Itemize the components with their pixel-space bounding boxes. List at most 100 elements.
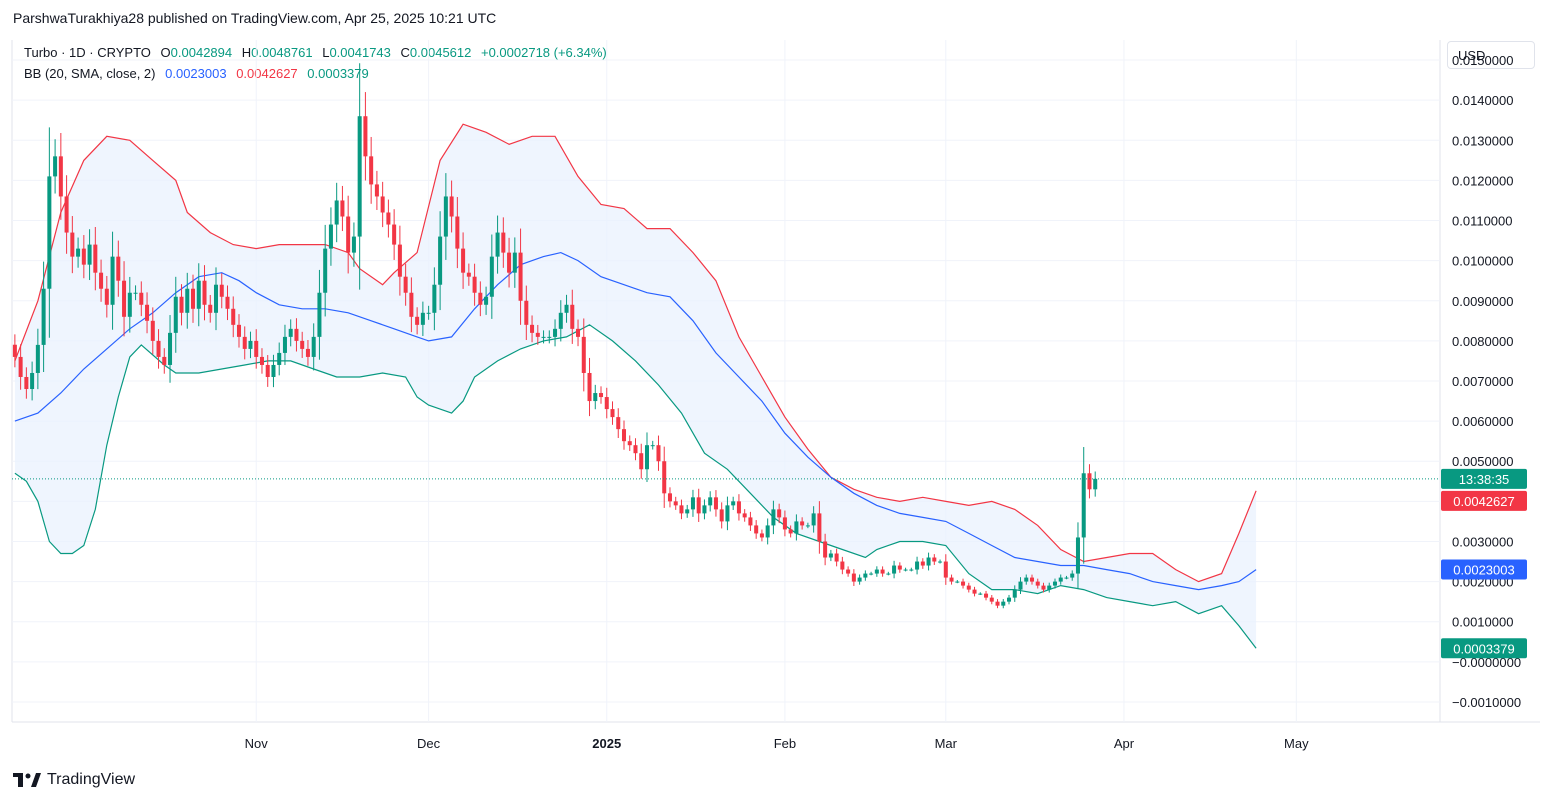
candle-body [426,312,431,314]
candle [225,285,230,321]
candle-body [99,272,104,289]
candle [708,491,713,512]
candle [702,499,707,520]
currency-button[interactable]: USD [1447,41,1535,69]
candle [191,274,196,323]
candle [346,195,351,274]
candle [587,357,592,417]
candle-body [122,280,127,317]
tradingview-logo[interactable]: TradingView [13,771,135,789]
y-tick-label: 0.0050000 [1452,454,1513,469]
symbol-label[interactable]: Turbo · 1D · CRYPTO [24,45,151,60]
candle-body [300,340,305,349]
low-label: L [322,45,330,60]
candle-body [949,577,954,582]
candle-body [696,497,701,514]
candle-body [409,292,414,317]
candle-body [828,553,833,558]
candle-body [782,517,787,530]
candle [667,487,672,508]
bollinger-upper-line [14,123,1257,583]
candle-body [989,597,994,602]
candle [156,329,161,369]
candle [81,235,86,279]
candle-body [1012,589,1017,598]
candle-body [621,429,627,442]
candle [133,285,138,301]
candle [553,319,558,347]
price-tag-countdown-label: 13:38:35 [1459,472,1510,487]
candle-body [943,561,948,578]
candle [254,329,259,369]
candle-body [58,156,63,197]
candle [271,354,276,388]
candle-body [541,336,546,338]
candle [99,259,104,302]
candle-body [351,236,356,253]
candle-body [892,565,897,574]
candle-body [64,196,69,233]
candle [736,494,741,521]
candle-body [593,393,598,402]
high-label: H [241,45,252,60]
candle-body [748,517,753,526]
candle-body [236,324,241,337]
candle [461,232,466,289]
candle-body [644,445,649,470]
candle [748,511,753,531]
candle-body [30,372,35,390]
candle [1041,582,1046,593]
candle [633,438,638,461]
candle [828,549,833,562]
y-tick-label: 0.0030000 [1452,534,1513,549]
candle [610,401,615,425]
candle-body [323,248,328,293]
candle [765,518,770,545]
candle-body [1047,585,1052,590]
candle-body [242,336,247,349]
candle [104,275,109,318]
candle [64,175,69,254]
candle [805,522,810,529]
candle-body [1001,601,1006,606]
y-tick-label: 0.0110000 [1452,214,1513,229]
candle-body [225,296,230,309]
candle-body [76,248,81,257]
candle [122,261,127,337]
candle [185,272,190,329]
candle [110,231,115,330]
candle [949,574,954,585]
y-tick-label: 0.0070000 [1452,374,1513,389]
candle [989,595,994,605]
candle-body [259,356,264,365]
candle-body [1024,577,1029,582]
candle [794,514,799,541]
candle [12,334,17,368]
candle-body [392,224,397,245]
candle [202,265,207,321]
candle [478,281,483,317]
candle-body [1087,473,1092,490]
candle [1064,575,1069,580]
candle-body [116,256,121,281]
candle-body [874,569,879,574]
candle [58,132,63,220]
bb-label[interactable]: BB (20, SMA, close, 2) [24,66,156,81]
candle [616,408,621,439]
candle-body [472,276,477,293]
candle-body [311,336,316,357]
candle [139,281,144,317]
candle [403,263,408,306]
candle-body [656,445,661,462]
x-tick-label: Mar [935,736,958,751]
candle-body [397,244,402,277]
candle-body [869,573,874,575]
candle-body [380,196,385,213]
candle [719,502,724,529]
candle-body [41,288,46,345]
candle-body [794,521,799,534]
candle [851,569,856,587]
candle-body [93,244,98,273]
candle [24,367,29,399]
